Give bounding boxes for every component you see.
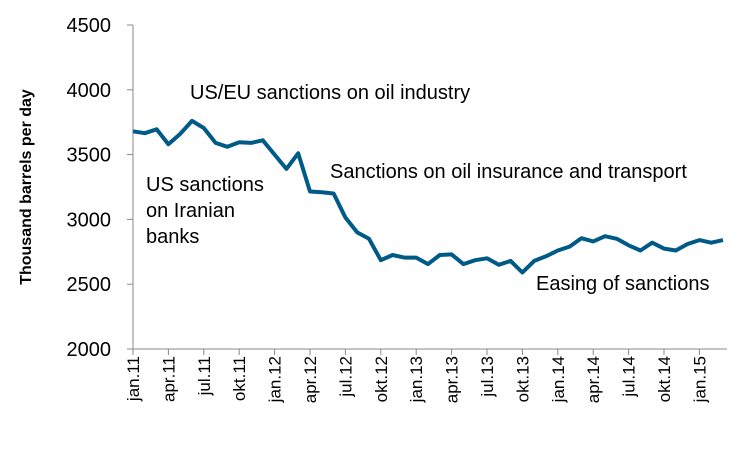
y-axis-title: Thousand barrels per day [18,89,35,285]
x-tick-label: apr.14 [584,356,603,403]
annotation-easing: Easing of sanctions [536,273,709,295]
x-tick-label: jul.14 [620,356,639,398]
x-tick-label: jan.14 [549,356,568,403]
x-tick-label: apr.12 [301,356,320,403]
y-tick-label: 2000 [67,339,112,361]
y-tick-label: 3500 [67,145,112,167]
x-tick-label: jan.12 [266,356,285,403]
y-tick-label: 4500 [67,15,112,37]
annotation-us-bank-sanctions-1: US sanctions [146,174,264,196]
x-tick-label: jul.11 [195,356,214,396]
x-tick-label: jan.15 [690,356,709,403]
x-tick-label: apr.11 [159,356,178,402]
annotation-us-bank-sanctions-2: on Iranian [146,200,235,222]
annotation-insurance-sanctions: Sanctions on oil insurance and transport [330,161,687,183]
x-tick-label: okt.14 [655,356,674,402]
y-tick-label: 3000 [67,209,112,231]
series-line [132,118,724,275]
y-tick-label: 2500 [67,274,112,296]
x-tick-label: jan.13 [407,356,426,403]
y-tick-label: 4000 [67,80,112,102]
x-tick-label: apr.13 [443,356,462,403]
x-tick-label: okt.13 [513,356,532,402]
x-tick-label: okt.12 [372,356,391,402]
x-axis: jan.11 apr.11 jul.11 okt.11 jan.12 apr.12 jul.… [124,348,727,403]
y-axis: 2000 2500 3000 3500 4000 4500 [67,15,134,361]
annotation-us-bank-sanctions-3: banks [146,226,199,248]
x-tick-label: jan.11 [124,356,143,402]
x-tick-label: jul.13 [478,356,497,398]
x-tick-label: jul.12 [336,356,355,398]
annotation-us-eu-sanctions: US/EU sanctions on oil industry [190,82,470,104]
x-tick-label: okt.11 [230,356,249,401]
